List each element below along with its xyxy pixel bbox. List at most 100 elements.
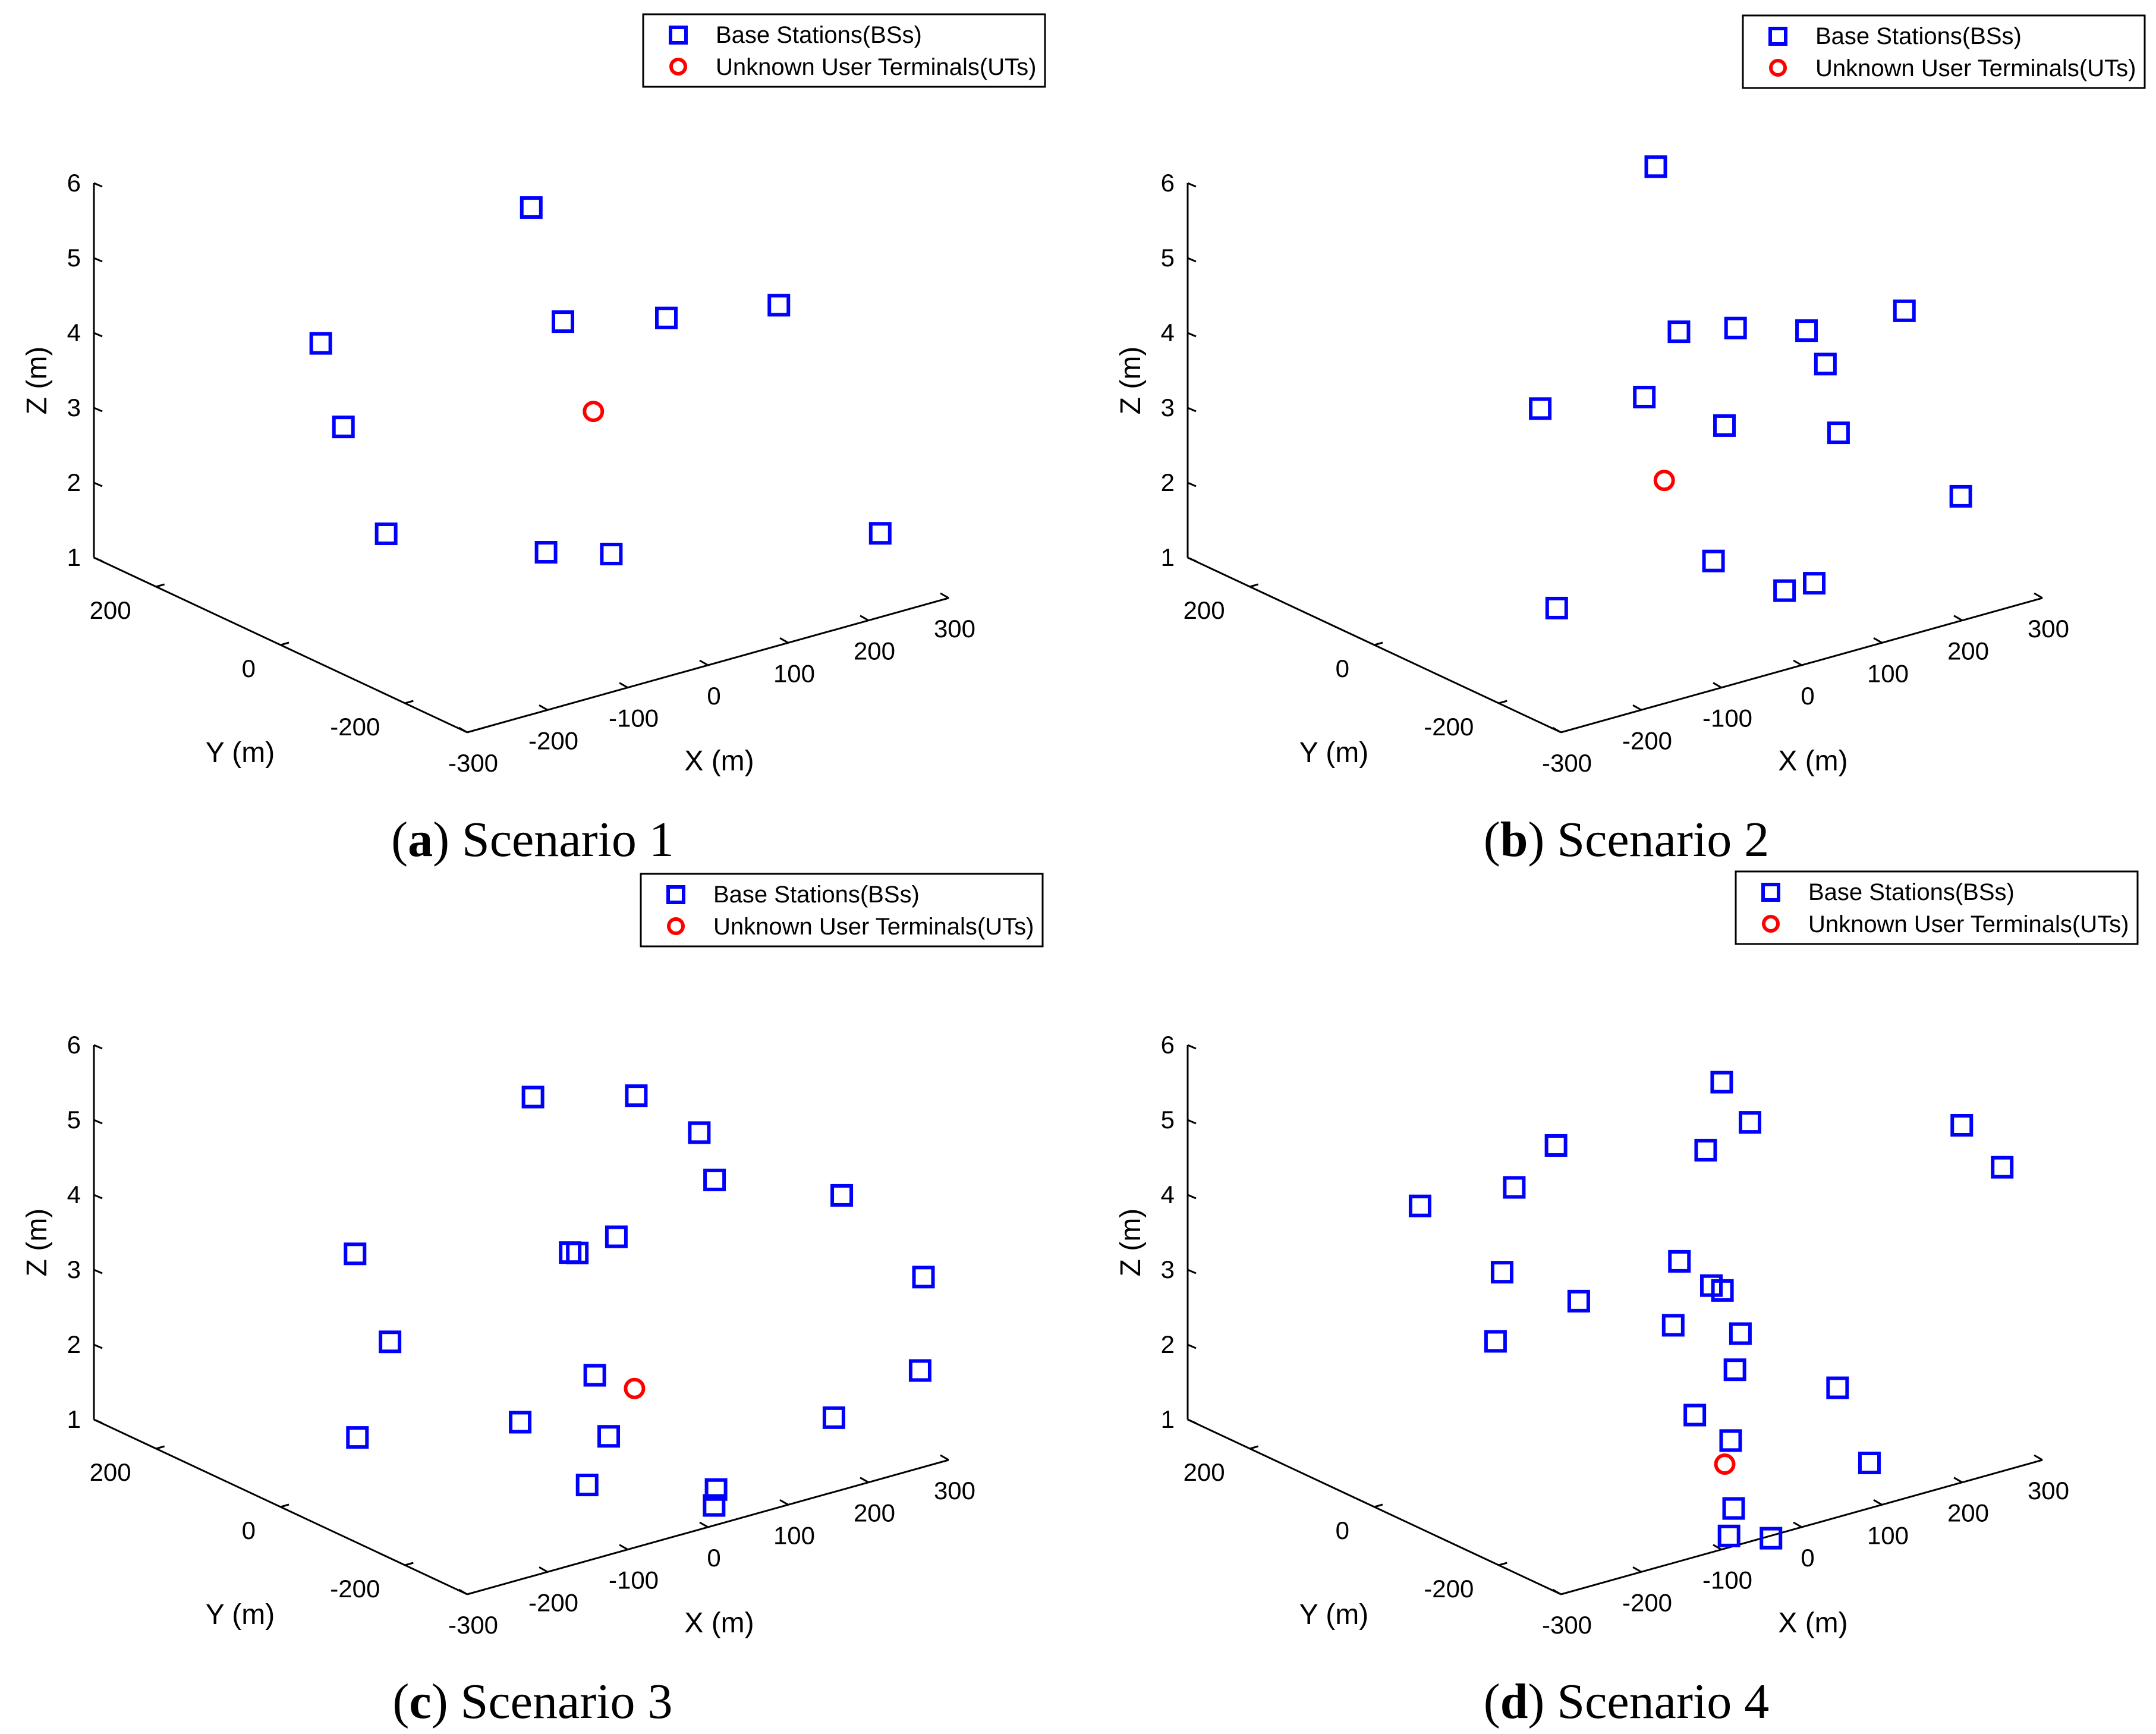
x-axis-title: X (m)	[1778, 745, 1847, 777]
x-tick	[940, 592, 949, 599]
bs-marker	[1773, 579, 1796, 602]
legend-ut-marker	[669, 58, 687, 75]
z-tick-label: 3	[1161, 394, 1175, 421]
x-tick-label: 200	[1947, 1499, 1989, 1527]
bs-marker	[1529, 397, 1552, 420]
legend-bs-marker	[1761, 883, 1780, 902]
bs-marker	[597, 1425, 621, 1448]
x-tick-label: 100	[773, 659, 815, 687]
y-tick	[1374, 641, 1383, 646]
x-tick-label: -100	[1702, 1566, 1752, 1594]
z-tick	[1187, 257, 1197, 263]
z-tick	[93, 1044, 103, 1050]
z-tick	[93, 182, 103, 188]
z-tick-label: 2	[1161, 1330, 1175, 1358]
bs-marker	[1991, 1156, 2014, 1179]
y-tick	[156, 583, 165, 588]
x-tick	[1713, 1544, 1722, 1550]
x-tick-label: -200	[528, 1588, 578, 1616]
bs-marker	[1827, 421, 1850, 445]
bs-marker	[1644, 155, 1667, 178]
bs-marker	[559, 1241, 582, 1264]
bs-marker	[605, 1225, 628, 1248]
bs-marker	[1760, 1527, 1783, 1550]
panel-d: 1 2 3 4 5 6 200 0 -200 -300 -200 -100 0 100 200 300 Z (m…	[1115, 870, 2139, 1729]
bs-marker	[520, 196, 543, 219]
y-tick-label: -200	[330, 713, 380, 741]
x-tick	[1552, 1588, 1562, 1595]
y-tick	[280, 1503, 289, 1508]
bs-marker	[1710, 1071, 1733, 1094]
z-tick-label: 1	[67, 1405, 81, 1433]
bs-marker	[1484, 1330, 1507, 1353]
bs-marker	[1503, 1176, 1526, 1199]
bs-marker	[566, 1241, 589, 1264]
bs-marker	[1719, 1429, 1742, 1452]
bs-marker	[1949, 484, 1972, 508]
y-tick	[280, 641, 289, 646]
bs-marker	[1661, 1314, 1685, 1337]
z-tick	[1187, 332, 1197, 338]
x-tick-label: 100	[1867, 1521, 1909, 1549]
bs-marker	[1724, 316, 1747, 339]
x-tick	[1632, 704, 1642, 711]
y-axis-title: Y (m)	[206, 737, 275, 769]
bs-marker	[552, 310, 575, 333]
bs-marker	[1667, 320, 1691, 344]
legend-ut-marker	[1769, 59, 1787, 77]
legend: Base Stations(BSs) Unknown User Terminals…	[1742, 14, 2146, 89]
bs-marker	[332, 416, 355, 439]
z-tick	[93, 1269, 103, 1274]
bs-marker	[1722, 1497, 1745, 1520]
z-tick-label: 2	[67, 468, 81, 496]
y-tick	[1374, 1503, 1383, 1508]
z-tick	[93, 407, 103, 413]
bs-marker	[583, 1364, 606, 1387]
y-tick-label: -200	[330, 1575, 380, 1603]
z-tick-label: 5	[67, 1106, 81, 1134]
z-tick	[93, 482, 103, 487]
z-tick-label: 4	[1161, 1181, 1175, 1209]
y-tick-label: 0	[1336, 654, 1349, 682]
z-tick	[93, 332, 103, 338]
bs-marker	[1694, 1138, 1717, 1162]
x-tick-label: 100	[773, 1521, 815, 1549]
z-tick-label: 1	[1161, 543, 1175, 571]
x-tick	[539, 704, 548, 711]
x-tick-label: 300	[934, 615, 975, 643]
bs-marker	[868, 522, 892, 545]
z-tick-label: 6	[67, 1031, 81, 1059]
y-tick-label: -200	[1424, 713, 1474, 741]
y-tick	[1498, 700, 1507, 704]
bs-marker	[1633, 385, 1656, 408]
z-tick	[1187, 1418, 1197, 1424]
bs-marker	[703, 1168, 726, 1191]
legend: Base Stations(BSs) Unknown User Terminals…	[642, 13, 1046, 88]
y-axis-title: Y (m)	[1299, 1599, 1368, 1631]
z-tick-label: 3	[67, 1255, 81, 1283]
bs-marker	[654, 306, 678, 329]
z-tick	[1187, 1044, 1197, 1050]
bs-marker	[1567, 1289, 1590, 1313]
bs-marker	[521, 1085, 544, 1109]
bs-marker	[1544, 1134, 1568, 1157]
z-tick-label: 6	[1161, 1031, 1175, 1059]
bs-marker	[1893, 299, 1916, 322]
z-tick-label: 4	[1161, 319, 1175, 347]
bs-marker	[309, 332, 332, 355]
legend-ut-marker	[667, 917, 685, 935]
z-tick-label: 5	[1161, 1106, 1175, 1134]
x-tick-label: 300	[934, 1477, 975, 1505]
bs-marker	[1713, 414, 1736, 437]
x-tick-label: -200	[528, 726, 578, 754]
x-tick	[1713, 682, 1722, 688]
x-tick-label: -300	[1542, 749, 1592, 777]
x-tick-label: -100	[609, 1566, 659, 1594]
x-tick	[699, 1521, 709, 1528]
legend-ut-label: Unknown User Terminals(UTs)	[713, 914, 1034, 940]
legend-bs-label: Base Stations(BSs)	[716, 22, 922, 48]
z-tick-label: 4	[67, 319, 81, 347]
bs-marker	[822, 1406, 845, 1429]
bs-marker	[575, 1474, 599, 1497]
x-tick-label: 200	[854, 1499, 895, 1527]
